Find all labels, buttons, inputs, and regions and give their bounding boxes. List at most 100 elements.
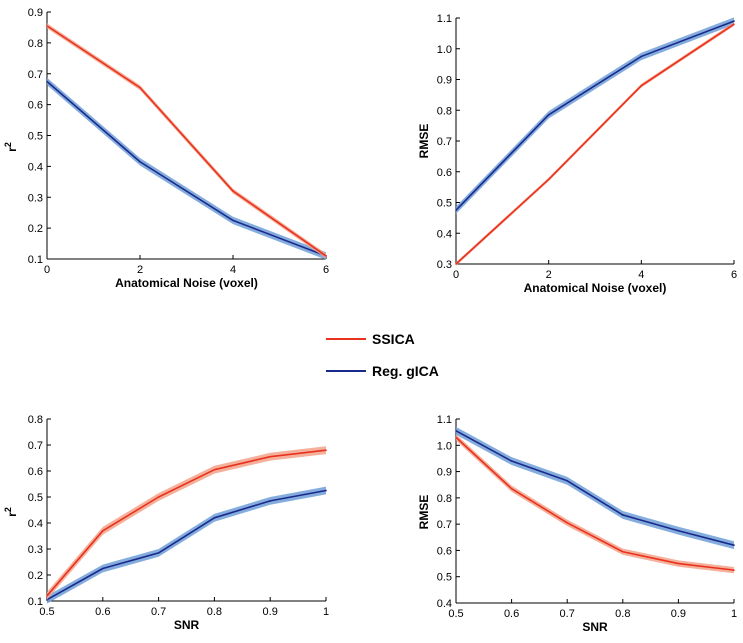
point-ssica xyxy=(455,263,457,265)
y-tick-label: 0.6 xyxy=(437,167,452,179)
x-tick-label: 1 xyxy=(323,606,329,618)
line-ssica xyxy=(46,25,327,257)
panel-top-left: 0.1 0.2 0.3 0.4 0.5 0.6 0.7 0.8 0.9 0 2 4 6 Anatomica… xyxy=(3,7,329,290)
y-tick-label: 0.2 xyxy=(28,570,43,582)
y-tick-label: 0.4 xyxy=(28,518,43,530)
x-tick-label: 0.7 xyxy=(560,608,575,620)
y-tick-label: 0.2 xyxy=(28,223,43,235)
band-reg-gica xyxy=(456,17,734,214)
y-tick-label: 0.1 xyxy=(28,596,43,608)
x-axis-label: Anatomical Noise (voxel) xyxy=(115,276,258,290)
point-reg-gica xyxy=(102,567,104,570)
band-ssica xyxy=(47,23,326,259)
x-tick-label: 2 xyxy=(137,264,143,276)
y-tick-label: 1.0 xyxy=(437,440,452,452)
y-tick-label: 1.1 xyxy=(437,13,452,25)
line-reg-gica xyxy=(455,430,735,546)
point-ssica xyxy=(46,595,48,597)
y-tick-label: 0.4 xyxy=(437,228,452,240)
point-reg-gica xyxy=(733,544,735,546)
y-tick-label: 0.7 xyxy=(28,440,43,452)
point-ssica xyxy=(46,25,48,27)
line-ssica xyxy=(455,436,735,571)
point-ssica xyxy=(640,84,643,87)
x-tick-label: 0.6 xyxy=(504,608,519,620)
line-ssica xyxy=(455,23,735,265)
point-reg-gica xyxy=(269,500,272,502)
line-reg-gica xyxy=(455,20,735,211)
y-tick-label: 0.7 xyxy=(437,519,452,531)
line-reg-gica xyxy=(46,80,327,257)
x-tick-label: 0.9 xyxy=(263,606,278,618)
x-tick-label: 0.5 xyxy=(448,608,463,620)
point-ssica xyxy=(677,562,680,565)
point-ssica xyxy=(325,255,327,257)
point-reg-gica xyxy=(46,80,48,83)
point-reg-gica xyxy=(733,20,735,22)
point-reg-gica xyxy=(640,55,643,58)
panel-top-right: 0.3 0.4 0.5 0.6 0.7 0.8 0.9 1.0 1.1 0 2 4 6 Anatomica… xyxy=(417,13,737,295)
y-tick-label: 0.3 xyxy=(28,192,43,204)
legend: SSICA Reg. gICA xyxy=(326,331,439,379)
point-reg-gica xyxy=(455,430,457,432)
y-tick-label: 0.4 xyxy=(437,598,452,610)
point-reg-gica xyxy=(566,479,568,482)
y-tick-label: 0.9 xyxy=(28,7,43,19)
x-tick-label: 4 xyxy=(638,269,644,281)
y-tick-label: 0.8 xyxy=(28,414,43,426)
point-ssica xyxy=(547,178,550,181)
point-reg-gica xyxy=(325,489,327,492)
x-tick-label: 4 xyxy=(230,264,236,276)
point-reg-gica xyxy=(232,219,234,222)
x-axis-label: Anatomical Noise (voxel) xyxy=(524,281,667,295)
point-ssica xyxy=(733,23,735,25)
x-tick-label: 0.8 xyxy=(207,606,222,618)
y-tick-label: 0.4 xyxy=(28,161,43,173)
point-reg-gica xyxy=(157,552,160,554)
legend-label-ssica: SSICA xyxy=(372,331,415,347)
x-tick-label: 0 xyxy=(44,264,50,276)
band-reg-gica xyxy=(47,486,326,604)
band-ssica xyxy=(456,22,734,266)
y-tick-label: 0.5 xyxy=(28,131,43,143)
point-ssica xyxy=(213,468,216,471)
x-tick-label: 0 xyxy=(453,269,459,281)
y-tick-label: 0.3 xyxy=(28,544,43,556)
y-tick-label: 0.8 xyxy=(437,493,452,505)
legend-label-reg-gica: Reg. gICA xyxy=(372,363,439,379)
point-ssica xyxy=(733,569,735,571)
point-ssica xyxy=(510,487,513,490)
x-tick-label: 0.6 xyxy=(95,606,110,618)
y-axis-label: RMSE xyxy=(417,495,431,530)
y-tick-label: 0.5 xyxy=(28,492,43,504)
point-ssica xyxy=(566,522,568,524)
point-ssica xyxy=(102,530,104,532)
y-tick-label: 1.1 xyxy=(437,414,452,426)
panel-bottom-left: 0.1 0.2 0.3 0.4 0.5 0.6 0.7 0.8 0.5 0.6 0.7 0.8 0.9 1… xyxy=(3,414,329,632)
y-axis-label-superscript: 2 xyxy=(3,142,13,147)
point-reg-gica xyxy=(213,517,216,519)
line-reg-gica xyxy=(46,489,327,601)
y-tick-label: 0.8 xyxy=(28,38,43,50)
point-ssica xyxy=(139,86,141,89)
y-tick-label: 0.7 xyxy=(28,69,43,81)
x-tick-label: 2 xyxy=(546,269,552,281)
x-tick-label: 0.7 xyxy=(151,606,166,618)
point-reg-gica xyxy=(139,160,141,163)
y-axis-label-superscript: 2 xyxy=(3,507,13,512)
y-tick-label: 0.9 xyxy=(437,467,452,479)
y-axis-label: RMSE xyxy=(417,124,431,159)
y-axis-label: r2 xyxy=(3,507,19,517)
point-ssica xyxy=(455,436,457,439)
panel-bottom-right: 0.40.50.60.70.80.91.01.10.5 0.6 0.7 0.8 0.9 1… xyxy=(417,414,737,634)
band-reg-gica xyxy=(47,77,326,260)
y-tick-label: 0.6 xyxy=(437,545,452,557)
y-tick-label: 0.8 xyxy=(437,105,452,117)
y-tick-label: 0.1 xyxy=(28,254,43,266)
x-tick-label: 6 xyxy=(323,264,329,276)
point-ssica xyxy=(232,190,234,192)
point-reg-gica xyxy=(510,460,513,462)
x-tick-label: 0.8 xyxy=(615,608,630,620)
x-tick-label: 1 xyxy=(731,608,737,620)
x-tick-label: 0.5 xyxy=(39,606,54,618)
